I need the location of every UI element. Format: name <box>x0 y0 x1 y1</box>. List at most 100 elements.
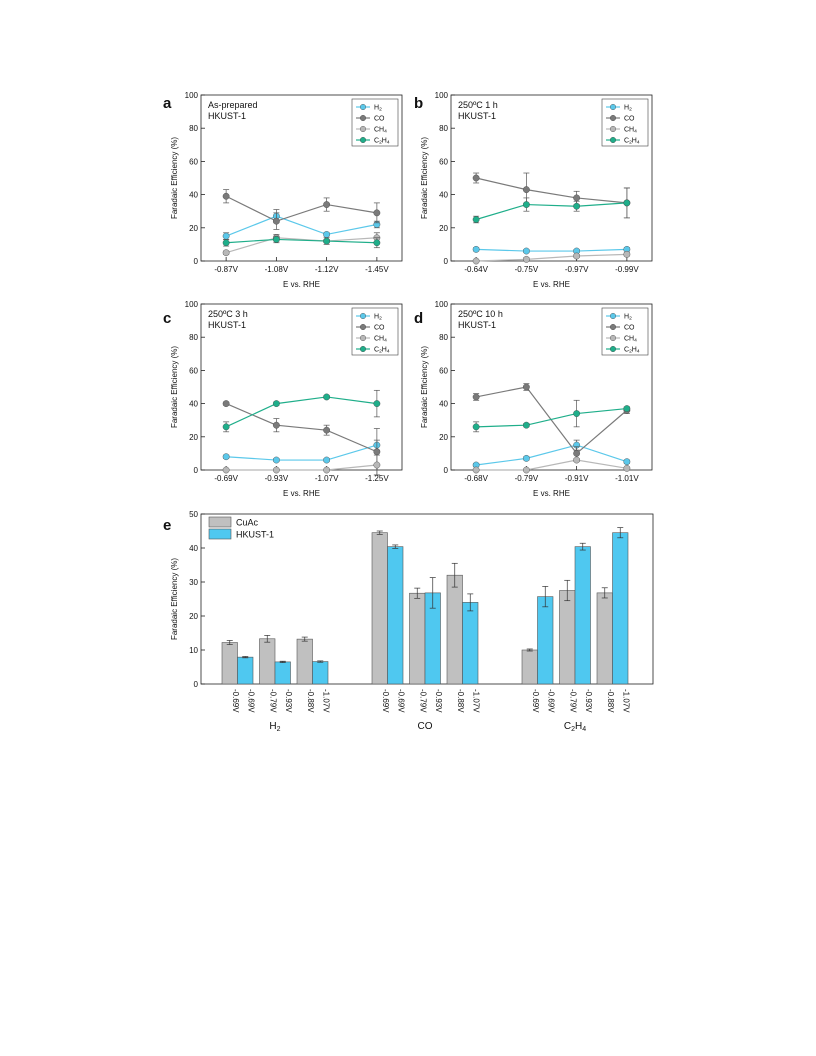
panel-d: 0 20 40 60 80 100 -0.68V -0.79V -0.91V -1.01V E vs… <box>414 300 653 498</box>
subscript: 2 <box>571 726 575 733</box>
y-tick-label: 20 <box>189 612 198 621</box>
x-tick-label: -1.45V <box>365 265 389 274</box>
x-tick-label: -0.93V <box>265 474 289 483</box>
label-part: H <box>269 721 276 732</box>
subscript: 4 <box>582 726 586 733</box>
x-tick-label: -0.64V <box>464 265 488 274</box>
legend-entry: CO <box>374 325 385 332</box>
series-line-CH4 <box>476 459 627 471</box>
bar-CuAc <box>296 638 313 685</box>
panel-letter: e <box>163 517 171 534</box>
data-point-H2 <box>472 245 480 253</box>
legend-entry: C2H4 <box>624 138 640 146</box>
series-line-CH4 <box>225 237 377 254</box>
x-tick-label: -0.99V <box>615 265 639 274</box>
y-tick-label: 30 <box>189 578 198 587</box>
x-tick-label: -1.07V <box>315 474 339 483</box>
bar-HKUST-1 <box>574 546 591 685</box>
data-point-C2H4 <box>373 400 381 407</box>
x-tick-label: -1.25V <box>365 474 389 483</box>
label-part: H <box>382 347 387 354</box>
y-tick-label: 80 <box>439 333 448 342</box>
y-tick-label: 0 <box>194 466 199 475</box>
subscript: 4 <box>637 140 640 146</box>
bar-CuAc <box>559 590 576 685</box>
series-line-H2 <box>476 444 628 466</box>
data-point-C2H4 <box>472 216 480 223</box>
bar-category-label: -1.07V <box>621 689 630 713</box>
label-part: C <box>374 347 379 354</box>
plot-frame <box>200 94 403 262</box>
label-part: CO <box>624 116 635 123</box>
subscript: 2 <box>379 316 382 322</box>
subscript: 2 <box>629 349 632 355</box>
data-point-CO <box>373 448 381 456</box>
subscript: 2 <box>629 316 632 322</box>
y-tick-label: 40 <box>189 400 198 409</box>
y-axis-label: Faradaic Efficiency (%) <box>170 346 179 428</box>
data-point-C2H4 <box>522 421 530 429</box>
data-point-H2 <box>522 454 530 462</box>
panel-annotation: 250ºC 3 h <box>208 309 248 319</box>
data-point-C2H4 <box>323 393 331 401</box>
data-point-C2H4 <box>623 199 631 207</box>
bar-category-label: -0.79V <box>568 689 577 713</box>
data-point-C2H4 <box>222 423 230 431</box>
panel-annotation: HKUST-1 <box>458 111 496 121</box>
label-part: C <box>564 721 571 732</box>
legend-entry: H2 <box>374 314 382 322</box>
bar-CuAc <box>521 649 538 685</box>
bar-category-label: -0.79V <box>268 689 277 713</box>
bar-category-label: -0.93V <box>434 689 443 713</box>
y-tick-label: 60 <box>439 157 448 166</box>
bar-HKUST-1 <box>274 661 291 685</box>
legend-entry: CH4 <box>624 127 637 135</box>
data-point-CO <box>272 217 280 225</box>
y-tick-label: 40 <box>439 400 448 409</box>
bar-CuAc <box>446 574 463 685</box>
bar-category-label: -0.79V <box>418 689 427 713</box>
label-part: H <box>632 138 637 145</box>
label-part: H <box>632 347 637 354</box>
data-point-CH4 <box>472 466 480 474</box>
subscript: 4 <box>387 140 390 146</box>
panel-c: 0 20 40 60 80 100 -0.69V -0.93V -1.07V -1.25V E vs… <box>163 300 403 498</box>
group-label: H2 <box>269 721 280 733</box>
label-part: CH <box>624 336 634 343</box>
legend-swatch <box>208 528 232 540</box>
y-tick-label: 100 <box>435 91 449 100</box>
legend-swatch-marker <box>360 313 367 320</box>
bar-HKUST-1 <box>462 602 479 685</box>
legend-swatch-marker <box>610 324 617 331</box>
subscript: 4 <box>634 129 637 135</box>
label-part: CO <box>374 116 385 123</box>
data-point-H2 <box>222 232 230 240</box>
data-point-C2H4 <box>573 202 581 210</box>
x-tick-label: -1.12V <box>315 265 339 274</box>
legend-swatch-marker <box>610 335 617 342</box>
series-line-CO <box>225 195 377 222</box>
legend-swatch-marker <box>610 103 617 110</box>
series-line-CO <box>225 403 378 453</box>
legend-swatch-marker <box>360 136 367 143</box>
series-line-H2 <box>225 215 377 237</box>
label-part: C <box>624 138 629 145</box>
x-tick-label: -0.75V <box>515 265 539 274</box>
label-part: CO <box>418 721 433 732</box>
data-point-C2H4 <box>623 405 631 412</box>
legend-entry: C2H4 <box>374 138 390 146</box>
data-point-CO <box>373 209 381 217</box>
data-point-C2H4 <box>522 201 530 208</box>
data-point-CH4 <box>522 255 530 263</box>
x-tick-label: -0.68V <box>464 474 488 483</box>
data-point-CH4 <box>323 466 331 474</box>
bar-category-label: -0.88V <box>606 689 615 713</box>
panel-b: 0 20 40 60 80 100 -0.64V -0.75V -0.97V -0.99V E vs… <box>414 91 653 289</box>
panel-letter: a <box>163 95 172 112</box>
y-tick-label: 100 <box>435 300 449 309</box>
legend-entry: CO <box>624 325 635 332</box>
y-tick-label: 100 <box>185 300 199 309</box>
data-point-CO <box>272 421 280 429</box>
y-tick-label: 0 <box>444 466 449 475</box>
panel-a: 0 20 40 60 80 100 -0.87V -1.08V -1.12V -1.45V E vs… <box>163 91 403 289</box>
